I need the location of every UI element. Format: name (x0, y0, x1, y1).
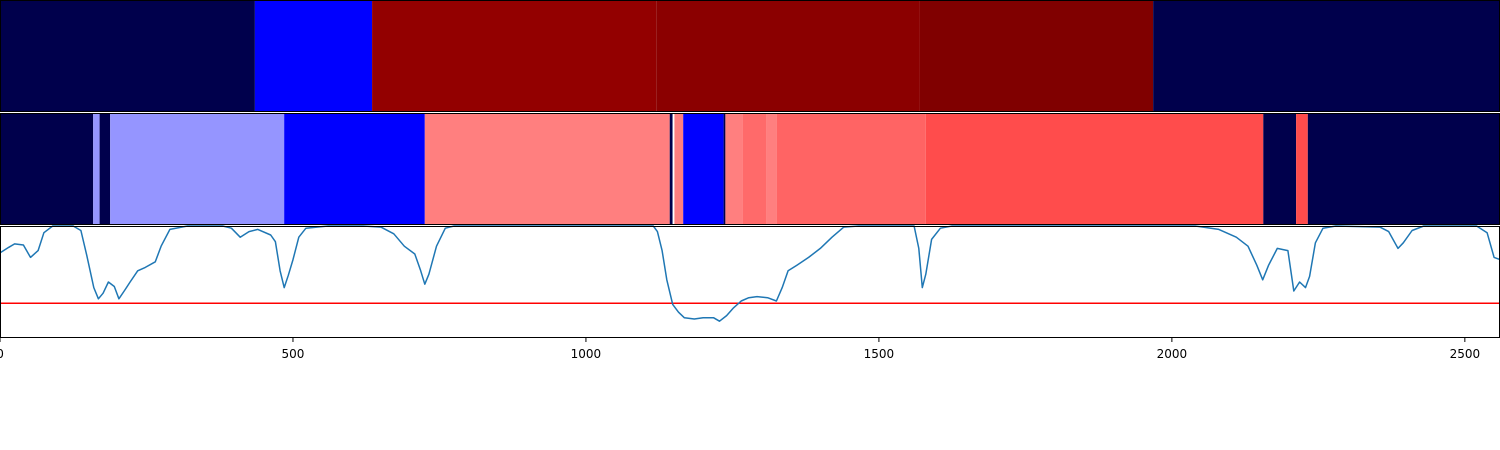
line-plot-panel (0, 225, 1500, 338)
x-tick-label-2500: 2500 (1450, 347, 1481, 361)
heatmap-segment-2-18 (1296, 113, 1308, 225)
x-axis: 0 500 1000 1500 2000 2500 (0, 338, 1480, 361)
heatmap-segment-2-12 (725, 113, 743, 225)
heatmap-segment-2-10 (683, 113, 724, 225)
heatmap-segment-2-14 (766, 113, 777, 225)
heatmap-segment-2-5 (284, 113, 425, 225)
heatmap-segment-1-1 (0, 0, 255, 112)
x-tick-label-500: 500 (282, 347, 305, 361)
heatmap-segment-2-13 (742, 113, 767, 225)
heatmap-segment-2-1 (0, 113, 94, 225)
heatmap-segment-2-8 (672, 113, 675, 225)
heatmap-segment-2-19 (1307, 113, 1500, 225)
heatmap-segment-1-5 (919, 0, 1154, 112)
heatmap-segment-1-6 (1153, 0, 1500, 112)
heatmap-segment-2-3 (99, 113, 111, 225)
x-tick-label-0: 0 (0, 347, 4, 361)
heatmap-segment-2-6 (424, 113, 670, 225)
line-plot-frame (0, 226, 1500, 338)
heatmap-segment-2-2 (93, 113, 100, 225)
heatmap-segment-2-15 (776, 113, 926, 225)
x-tick-label-1000: 1000 (571, 347, 602, 361)
x-tick-label-1500: 1500 (864, 347, 895, 361)
heatmap-segment-2-7 (669, 113, 673, 225)
top-heatmap-panel (0, 0, 1500, 112)
middle-heatmap-panel (0, 113, 1500, 225)
heatmap-segment-2-17 (1263, 113, 1297, 225)
heatmap-segment-2-9 (674, 113, 684, 225)
heatmap-segment-1-3 (372, 0, 657, 112)
heatmap-segment-1-4 (656, 0, 920, 112)
signal-series-line (0, 225, 1500, 322)
heatmap-segment-2-4 (110, 113, 285, 225)
x-tick-label-2000: 2000 (1157, 347, 1188, 361)
heatmap-segment-2-16 (925, 113, 1264, 225)
heatmap-segment-1-2 (254, 0, 373, 112)
heatmap-segment-2-11 (723, 113, 726, 225)
